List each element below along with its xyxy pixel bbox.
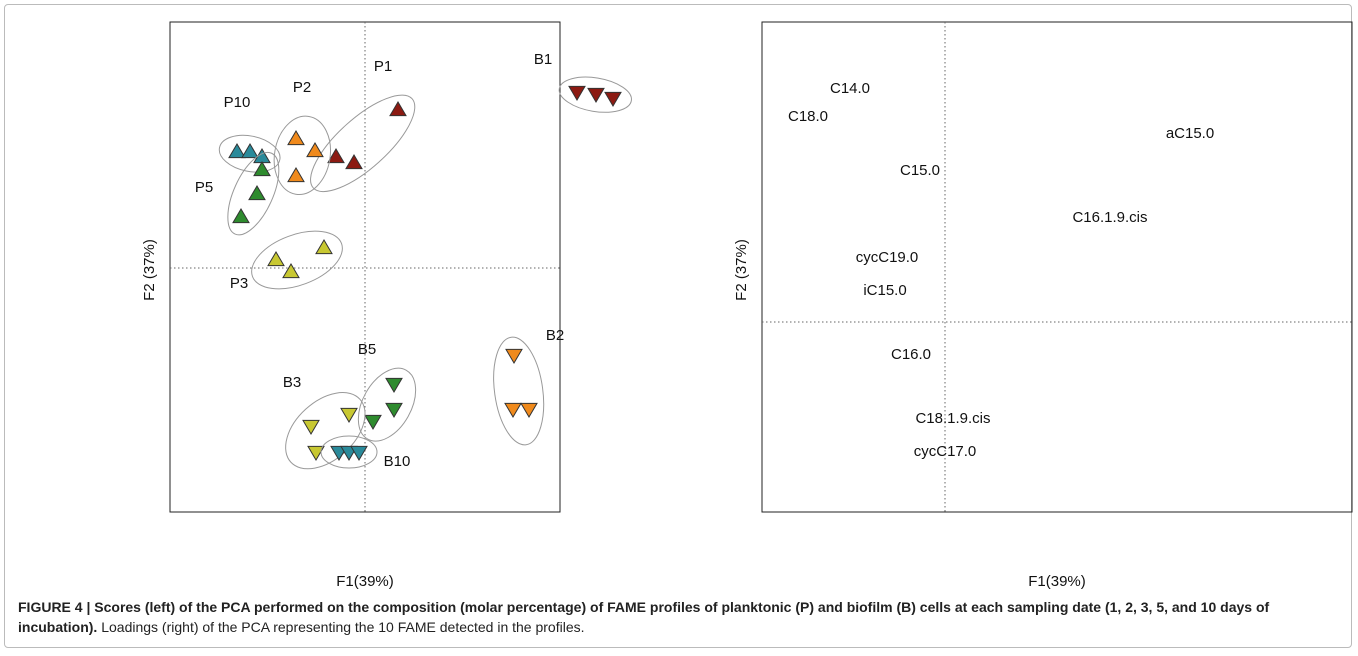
score-point: [385, 402, 403, 418]
loading-label: aC15.0: [1166, 125, 1214, 142]
score-point: [241, 143, 259, 159]
score-point: [520, 402, 538, 418]
score-point: [315, 239, 333, 255]
group-ellipse: [285, 392, 366, 470]
score-point: [604, 91, 622, 107]
score-point: [350, 445, 368, 461]
score-point: [504, 402, 522, 418]
chart: F1(39%) F2 (37%) P1 P2 P10 P5 P3 B1 B2 B5 B3 B10 F1(…: [141, 21, 1353, 590]
score-point: [568, 85, 586, 101]
loading-label: C16.1.9.cis: [1072, 209, 1147, 226]
score-point: [287, 167, 305, 183]
caption-text: Loadings (right) of the PCA representing…: [97, 619, 585, 635]
group-label: P2: [293, 79, 311, 96]
score-point: [228, 143, 246, 159]
group-ellipse: [493, 336, 545, 446]
score-point: [232, 208, 250, 224]
group-label: B3: [283, 374, 301, 391]
score-point: [364, 414, 382, 430]
group-label: B10: [384, 453, 411, 470]
score-point: [287, 130, 305, 146]
score-point: [307, 445, 325, 461]
score-point: [340, 407, 358, 423]
group-label: P3: [230, 275, 248, 292]
caption: FIGURE 4 | Scores (left) of the PCA perf…: [18, 597, 1338, 637]
score-point: [248, 185, 266, 201]
loading-label: iC15.0: [863, 282, 906, 299]
score-point: [385, 377, 403, 393]
group-label: P10: [224, 94, 251, 111]
loading-label: C15.0: [900, 162, 940, 179]
group-label: B2: [546, 327, 564, 344]
plot-area: [761, 21, 1353, 513]
y-axis-label: F2 (37%): [733, 239, 750, 301]
score-point: [253, 161, 271, 177]
score-point: [587, 87, 605, 103]
group-ellipse: [558, 76, 632, 113]
score-point: [282, 263, 300, 279]
group-ellipse: [218, 134, 281, 173]
group-label: B1: [534, 51, 552, 68]
score-point: [302, 419, 320, 435]
score-point: [327, 148, 345, 164]
score-point: [505, 348, 523, 364]
group-ellipse: [251, 230, 343, 290]
group-ellipse: [310, 94, 416, 193]
group-ellipse: [273, 115, 331, 195]
loading-label: C18.0: [788, 108, 828, 125]
score-point: [389, 101, 407, 117]
group-ellipse: [227, 151, 280, 236]
score-point: [267, 251, 285, 267]
group-label: P5: [195, 179, 213, 196]
loading-label: C18.1.9.cis: [915, 410, 990, 427]
group-label: P1: [374, 58, 392, 75]
loading-label: cycC17.0: [914, 443, 977, 460]
loading-label: C16.0: [891, 346, 931, 363]
score-point: [306, 142, 324, 158]
x-axis-label: F1(39%): [1028, 573, 1086, 590]
group-label: B5: [358, 341, 376, 358]
score-point: [345, 154, 363, 170]
group-ellipse: [320, 435, 378, 469]
x-axis-label: F1(39%): [336, 573, 394, 590]
caption-bold: FIGURE 4 | Scores (left) of the PCA perf…: [18, 599, 1270, 635]
loading-label: C14.0: [830, 80, 870, 97]
loading-label: cycC19.0: [856, 249, 919, 266]
group-ellipse: [357, 367, 417, 442]
y-axis-label: F2 (37%): [141, 239, 158, 301]
